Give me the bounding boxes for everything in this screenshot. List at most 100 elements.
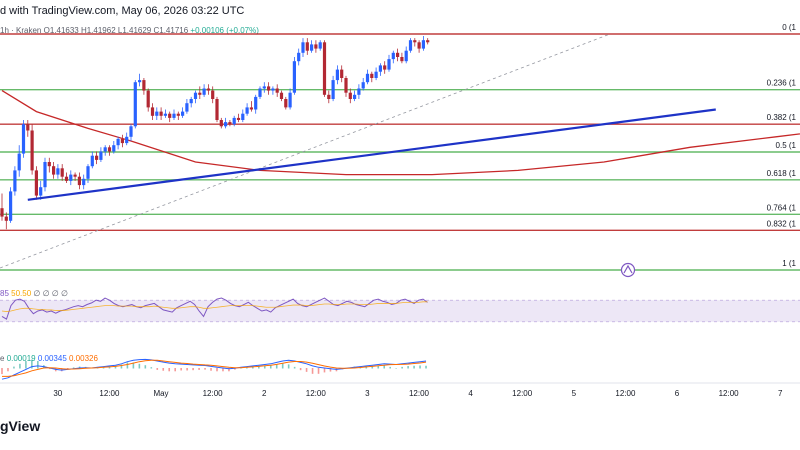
candle [215,96,219,123]
macd-hist-bar [120,364,123,369]
symbol-label: 1h · Kraken [0,26,42,35]
ma-line [1,90,800,176]
candle-body [396,52,400,57]
candle-body [155,111,159,116]
candle-body [163,113,167,116]
candle-body [365,73,370,83]
macd-hist-bar [269,365,272,369]
macd-hist-bar [329,368,332,372]
candle-body [301,42,305,53]
candle [258,86,262,99]
x-tick-label: 2 [262,389,267,398]
candle [314,40,318,53]
candle [172,109,176,120]
x-tick-label: 30 [53,389,62,398]
macd-hist-bar [395,368,397,369]
candle-body [193,92,198,99]
macd-hist-bar [305,368,308,372]
trendline [27,108,716,201]
macd-hist-bar [180,368,182,371]
candle [331,75,335,102]
candle [232,115,236,127]
candle [133,80,137,129]
alert-circle [620,262,636,278]
candle-body [4,216,8,221]
candle [176,111,180,120]
candle [120,134,124,148]
candle [387,54,391,72]
candle-body [224,122,228,127]
macd-hist-bar [132,362,135,369]
macd-hist-bar [162,368,165,371]
candle-body [284,99,288,108]
candle [56,164,60,179]
candle [69,170,73,186]
macd-value: 0.00345 [37,354,67,363]
candle-body [150,107,155,116]
candle-body [21,124,26,154]
candle-body [279,92,284,99]
candle [400,52,404,64]
candle-body [181,111,185,116]
fib-levels: 0 (1 0.236 (1 0.382 (1 0.5 (1 0.618 (1 0.764 … [0,23,800,271]
candle-body [400,57,404,62]
candle-body [116,138,120,146]
macd-prefix: e [0,354,5,363]
macd-hist-bar [37,361,39,369]
macd-hist-bar [275,364,278,369]
macd-hist-bar [150,367,153,369]
macd-signal-value: 0.00326 [69,354,98,363]
candle-body [408,40,413,51]
candle-body [129,126,133,137]
candle-body [421,40,425,49]
candle-body [378,65,382,72]
candle [279,90,284,102]
candle [52,162,56,179]
candle-body [99,151,103,160]
x-tick-label: 12:00 [615,389,636,398]
candle-body [39,187,43,196]
rsi-line [1,297,428,320]
macd-hist-bar [1,368,3,375]
candle-body [107,147,112,152]
candle-body [64,176,69,181]
candle-body [219,120,223,127]
candle [378,63,382,76]
candles [0,36,430,230]
candle [0,193,4,221]
macd-hist-bar [19,363,21,369]
rsi-ma-line [1,301,428,312]
fib-label: 0.236 (1 [767,79,797,88]
candle-body [159,111,163,116]
candle-body [0,208,4,217]
candle-body [95,155,99,160]
candle-body [176,113,180,116]
candle [185,99,189,114]
fib-label: 1 (1 [782,259,796,268]
candle [86,164,90,183]
candle-body [198,92,202,95]
candle [206,84,210,95]
macd-hist-bar [7,368,9,372]
candle [64,172,69,183]
macd-hist-bar [210,368,212,371]
candle-body [13,170,17,192]
candle-body [310,44,314,51]
candle [318,40,322,51]
candle [224,117,228,129]
macd-hist-bar [383,365,386,369]
candle-body [413,40,417,43]
candle [142,78,146,95]
candle [82,174,86,190]
candle-body [305,42,309,51]
candle-body [146,90,150,108]
candle [47,157,51,173]
candle-body [202,88,206,95]
candle [103,145,107,156]
candle-body [322,42,327,95]
macd-hist-bar [66,368,69,370]
macd-legend: e 0.00019 0.00345 0.00326 [0,354,98,363]
candle-body [172,113,176,118]
candle [322,40,327,97]
